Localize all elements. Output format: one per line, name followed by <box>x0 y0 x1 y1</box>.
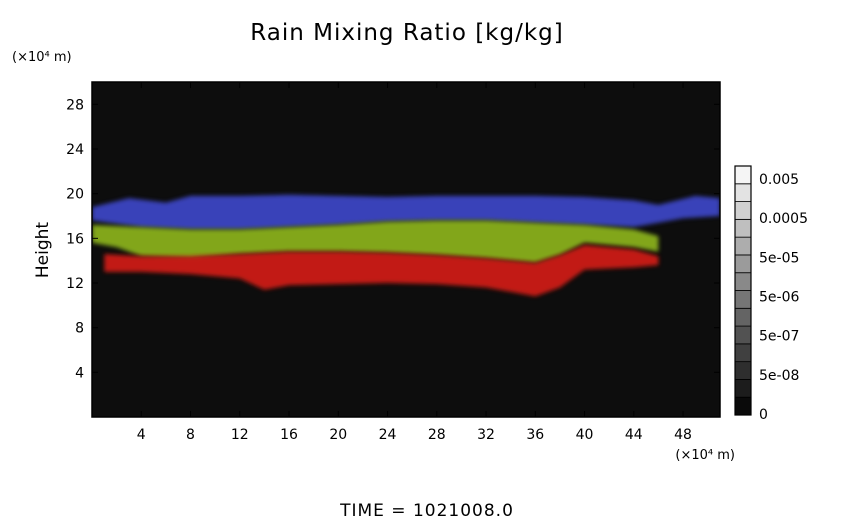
y-axis-label: Height <box>33 222 53 279</box>
x-tick-label: 32 <box>477 427 495 443</box>
colorbar-swatch <box>734 307 752 327</box>
x-tick-label: 8 <box>186 427 195 443</box>
colorbar-swatch <box>734 290 752 309</box>
x-tick-label: 4 <box>137 427 146 443</box>
colorbar-label: 5e-06 <box>759 290 799 306</box>
band-red <box>104 245 659 297</box>
plot-frame <box>91 81 721 418</box>
colorbar-swatch <box>734 201 752 220</box>
y-axis: 4 8 12 16 20 24 28 <box>66 97 720 381</box>
x-tick-label: 28 <box>428 427 446 443</box>
colorbar-swatch <box>734 379 752 398</box>
y-tick-label: 28 <box>66 97 84 113</box>
colorbar-swatch <box>734 236 752 256</box>
y-tick-label: 4 <box>75 365 84 381</box>
y-tick-label: 24 <box>66 142 84 158</box>
x-unit-label: (×10⁴ m) <box>675 448 735 463</box>
y-tick-label: 12 <box>66 276 84 292</box>
y-unit-label: (×10⁴ m) <box>12 50 72 65</box>
y-tick-label: 20 <box>66 187 84 203</box>
colorbar-swatch <box>734 183 752 202</box>
colorbar-swatch <box>734 343 752 363</box>
colorbar-swatch <box>734 218 752 238</box>
colorbar-swatch <box>734 325 752 345</box>
y-tick-label: 16 <box>66 231 84 247</box>
time-label: TIME = 1021008.0 <box>339 501 514 519</box>
colorbar-label: 0.005 <box>759 172 799 188</box>
y-tick-label: 8 <box>75 321 84 337</box>
colorbar-label: 0.0005 <box>759 211 808 227</box>
colorbar-swatch <box>734 165 752 185</box>
x-tick-label: 40 <box>576 427 594 443</box>
colorbar-label: 5e-07 <box>759 329 799 345</box>
x-tick-label: 36 <box>526 427 544 443</box>
band-blue <box>92 194 720 230</box>
x-tick-label: 48 <box>674 427 692 443</box>
x-tick-label: 16 <box>280 427 298 443</box>
colorbar-swatch <box>734 272 752 291</box>
colorbar-swatch <box>734 254 752 274</box>
x-axis: 4 8 12 16 20 24 28 32 36 40 44 48 <box>137 82 692 443</box>
colorbar-label: 5e-08 <box>759 368 799 384</box>
x-tick-label: 12 <box>231 427 249 443</box>
colorbar-label: 5e-05 <box>759 250 799 266</box>
colorbar-frame <box>734 165 752 416</box>
colorbar-swatch <box>734 396 752 416</box>
chart-title: Rain Mixing Ratio [kg/kg] <box>250 20 563 46</box>
x-tick-label: 20 <box>329 427 347 443</box>
band-yellow-green <box>92 220 659 263</box>
colorbar-label: 0 <box>759 407 768 423</box>
colorbar: 0.005 0.0005 5e-05 5e-06 5e-07 5e-08 0 <box>734 165 808 423</box>
data-bands <box>92 194 720 297</box>
colorbar-swatch <box>734 361 752 380</box>
x-tick-label: 24 <box>379 427 397 443</box>
x-tick-label: 44 <box>625 427 643 443</box>
